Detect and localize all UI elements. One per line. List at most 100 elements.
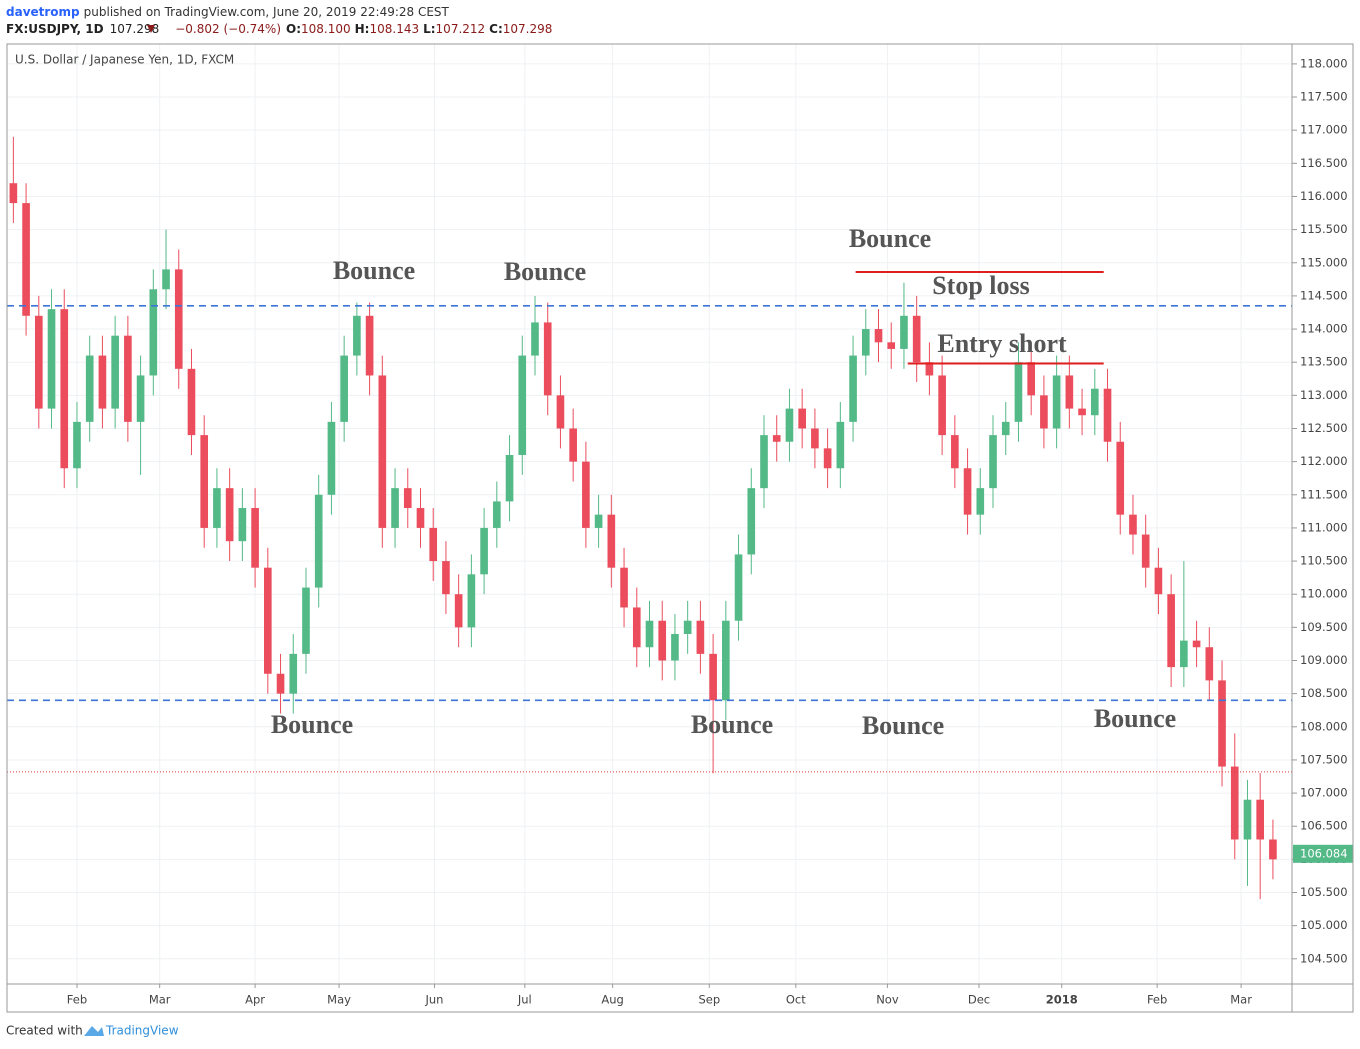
y-tick-label: 118.000 [1300, 56, 1348, 70]
candle-body [60, 309, 69, 469]
change: −0.802 (−0.74%) [175, 22, 281, 36]
candle-body [98, 355, 107, 409]
candle-body [976, 488, 985, 515]
candle-body [1065, 375, 1074, 409]
candle-body [416, 508, 425, 528]
y-tick-label: 114.500 [1300, 288, 1348, 302]
candle-body [938, 375, 946, 436]
candle-body [238, 508, 247, 542]
candle-body [1167, 594, 1175, 668]
candle-body [823, 448, 832, 469]
y-tick-label: 113.500 [1300, 355, 1348, 369]
y-tick-label: 108.000 [1300, 719, 1348, 733]
ohlc-value: 107.298 [503, 22, 553, 36]
candle-body [1256, 799, 1265, 840]
y-tick-label: 116.500 [1300, 156, 1348, 170]
y-tick-label: 115.500 [1300, 222, 1348, 236]
x-tick-label: 2018 [1046, 993, 1078, 1007]
candle-body [391, 488, 399, 528]
last-price-box [1293, 844, 1353, 863]
ohlc-value: 108.143 [369, 22, 419, 36]
ohlc-label: O: [286, 22, 301, 36]
x-tick-label: Feb [67, 993, 87, 1007]
candle-body [989, 435, 997, 489]
x-tick-label: Aug [601, 993, 623, 1007]
x-tick-label: Apr [245, 993, 265, 1007]
candle-body [22, 203, 30, 316]
candle-body [1243, 799, 1252, 840]
candle-body [582, 461, 590, 528]
chart-title: U.S. Dollar / Japanese Yen, 1D, FXCM [15, 53, 234, 67]
candle-body [887, 342, 896, 349]
y-tick-label: 108.500 [1300, 686, 1348, 700]
candle-body [811, 428, 819, 449]
plot: 104.500105.000105.500106.000106.500107.0… [7, 44, 1353, 1007]
candle-body [861, 329, 870, 356]
annotation: Stop loss [932, 271, 1030, 300]
candle-body [1129, 514, 1137, 535]
y-tick-label: 110.500 [1300, 554, 1348, 568]
candle-body [276, 673, 285, 694]
logo [84, 1026, 104, 1036]
author: davetromp [6, 5, 80, 19]
candle-body [518, 355, 527, 456]
candle-body [709, 653, 717, 701]
annotation: Bounce [333, 256, 415, 285]
x-tick-label: Oct [786, 993, 806, 1007]
candle-body [47, 309, 56, 409]
x-tick-label: Jun [425, 993, 444, 1007]
candle-body [1230, 766, 1239, 840]
candle-body [683, 620, 692, 634]
candle-body [594, 514, 603, 528]
ohlc-label: H: [355, 22, 370, 36]
candle-body [327, 421, 336, 495]
candle-body [73, 421, 81, 469]
candle-body [200, 435, 209, 528]
candle-body [1014, 362, 1023, 422]
candle-body [1116, 441, 1125, 515]
x-tick-label: May [327, 993, 351, 1007]
annotation: Bounce [691, 710, 773, 739]
y-tick-label: 111.500 [1300, 487, 1348, 501]
candle-body [314, 494, 323, 588]
last-price-label: 106.084 [1300, 846, 1348, 860]
x-tick-label: Feb [1147, 993, 1167, 1007]
frame [6, 43, 1354, 1013]
candle-body [213, 488, 221, 528]
candle-body [340, 355, 348, 422]
candle-body [569, 428, 577, 462]
candle-body [467, 574, 476, 628]
annotation: Bounce [849, 224, 931, 253]
y-tick-label: 112.500 [1300, 421, 1348, 435]
candle-body [187, 368, 196, 436]
ohlc-value: 108.100 [301, 22, 351, 36]
candle-body [836, 421, 845, 469]
candle-body [505, 455, 514, 502]
candle-body [251, 508, 259, 568]
x-tick-label: Dec [968, 993, 990, 1007]
candle-body [429, 527, 438, 562]
candle-body [951, 435, 959, 469]
candle-body [1141, 534, 1150, 568]
candle-body [1052, 375, 1061, 429]
candle-body [225, 488, 234, 542]
candle-body [111, 335, 119, 409]
y-tick-label: 116.000 [1300, 189, 1348, 203]
candle-body [1103, 388, 1112, 442]
y-tick-label: 112.000 [1300, 454, 1348, 468]
annotation: Bounce [504, 257, 586, 286]
candle-body [1218, 680, 1226, 767]
candle-body [1180, 640, 1188, 668]
annotation: Entry short [937, 329, 1067, 358]
candle-body [722, 620, 730, 701]
candle-body [658, 620, 667, 661]
candle-body [378, 375, 387, 528]
y-tick-label: 107.000 [1300, 786, 1348, 800]
footer-brand[interactable]: TradingView [105, 1024, 179, 1038]
candle-body [174, 269, 183, 369]
y-tick-label: 105.500 [1300, 885, 1348, 899]
y-tick-label: 110.000 [1300, 587, 1348, 601]
candle-body [671, 633, 679, 661]
candle-body [925, 362, 934, 376]
